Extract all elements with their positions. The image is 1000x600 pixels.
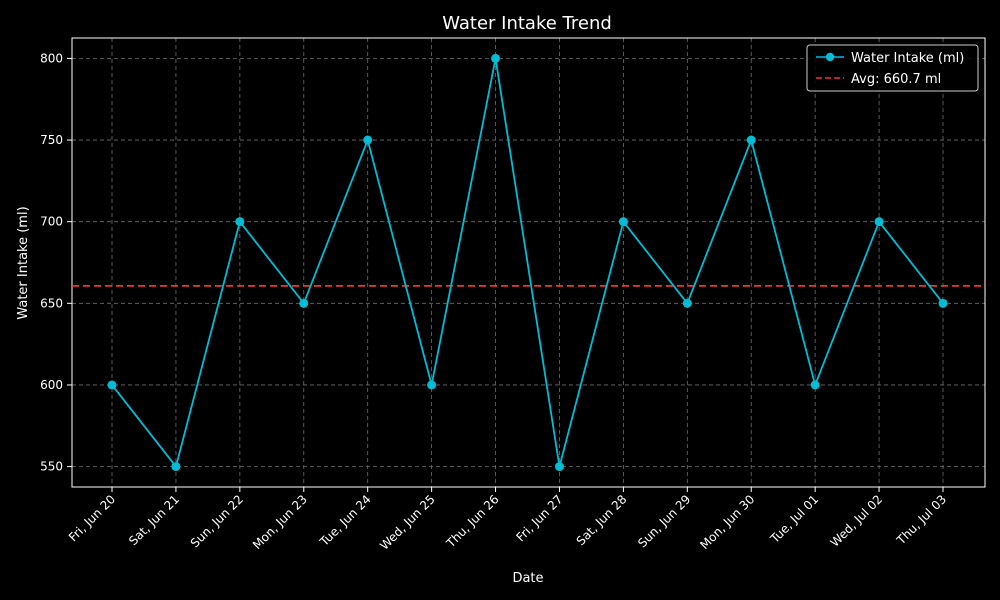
y-tick-label: 800 [40,51,63,65]
data-point [938,298,948,308]
data-point [746,135,756,145]
data-point [554,462,564,472]
x-axis-title: Date [512,571,543,586]
y-tick-label: 700 [40,215,63,229]
data-point [618,217,628,227]
y-tick-label: 600 [40,378,63,392]
data-point [810,380,820,390]
y-axis-ticks: 550 600 650 700 750 800 [40,51,72,474]
data-point [682,298,692,308]
series-layer [107,53,948,472]
y-tick-label: 550 [40,460,63,474]
data-point [235,217,245,227]
data-point [107,380,117,390]
data-point [363,135,373,145]
legend-series-marker [825,52,835,62]
plot-frame [71,37,986,488]
data-point [874,217,884,227]
y-tick-label: 750 [40,133,63,147]
series-line [111,57,944,468]
legend-box [806,44,979,92]
grid-lines [72,38,985,487]
data-point [491,53,501,63]
y-axis-title: Water Intake (ml) [16,206,31,319]
legend-average-label: Avg: 660.7 ml [851,72,941,87]
legend: Water Intake (ml) Avg: 660.7 ml [806,44,979,92]
data-point [299,298,309,308]
data-point [171,462,181,472]
y-tick-label: 650 [40,296,63,310]
legend-series-label: Water Intake (ml) [851,51,964,66]
chart-title: Water Intake Trend [442,13,612,34]
data-point [427,380,437,390]
